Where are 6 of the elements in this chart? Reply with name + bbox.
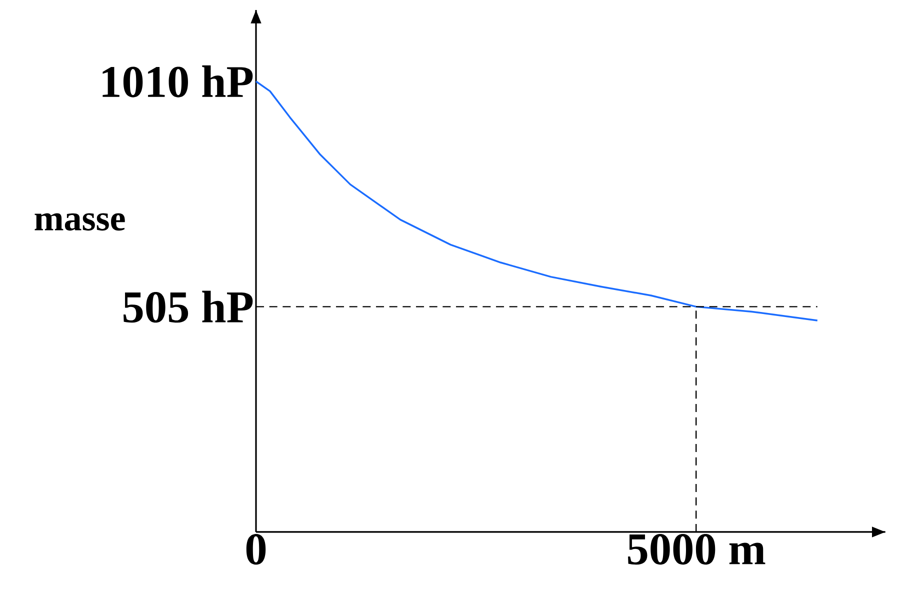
y-tick-label: 505 hP bbox=[124, 290, 253, 323]
y-tick-label: 1010 hP bbox=[102, 65, 253, 98]
y-axis-title: masse bbox=[34, 213, 125, 231]
x-tick-label: 0 bbox=[246, 534, 266, 565]
x-tick-label: 5000 m bbox=[628, 534, 766, 565]
line-series bbox=[255, 80, 818, 322]
